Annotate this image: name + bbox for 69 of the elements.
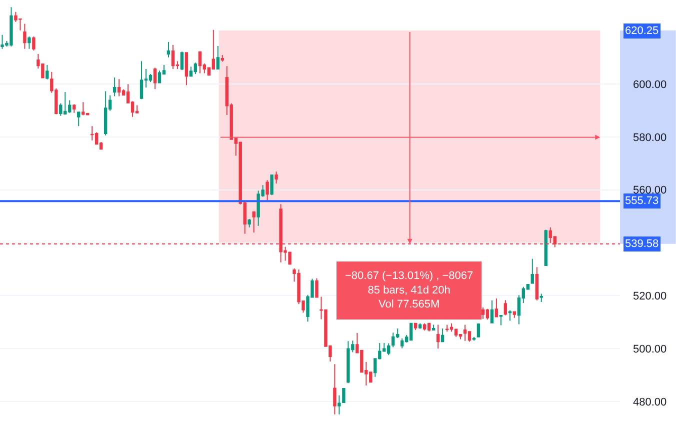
candlestick	[77, 112, 80, 127]
candlestick	[153, 67, 157, 90]
annotation: 85 bars, 41d 20h	[368, 284, 450, 296]
candlestick	[499, 314, 503, 326]
candlestick	[198, 51, 202, 74]
candlestick	[472, 336, 476, 342]
candlestick	[252, 211, 256, 233]
candlestick	[72, 104, 76, 114]
candlestick	[220, 54, 224, 62]
y-tick-label: 580.00	[633, 132, 667, 144]
candlestick	[486, 308, 490, 320]
candlestick	[315, 278, 318, 298]
candlestick	[476, 322, 480, 338]
candlestick	[409, 322, 413, 341]
candlestick	[338, 394, 341, 415]
candlestick	[400, 338, 404, 349]
candlestick	[140, 60, 144, 100]
candlestick	[535, 266, 538, 301]
candlestick	[333, 364, 336, 415]
candlestick	[184, 52, 188, 86]
candlestick	[248, 218, 251, 228]
candlestick	[166, 42, 170, 58]
candlestick	[436, 324, 440, 350]
annotation: Vol 77.565M	[378, 298, 440, 311]
candlestick	[180, 51, 184, 71]
candlestick	[508, 310, 512, 322]
candlestick	[28, 36, 31, 50]
band-label: 620.25	[625, 25, 659, 37]
candlestick	[104, 90, 108, 136]
candlestick	[189, 66, 193, 77]
candlestick	[392, 332, 395, 348]
candlestick	[90, 126, 94, 141]
candlestick	[494, 298, 498, 318]
candlestick	[504, 300, 508, 316]
candlestick	[117, 78, 121, 97]
candlestick	[544, 229, 548, 266]
candlestick	[112, 76, 116, 97]
y-tick-label: 600.00	[633, 78, 667, 91]
candlestick	[274, 171, 278, 184]
candlestick	[270, 174, 274, 196]
candlestick	[463, 324, 467, 342]
candlestick	[414, 322, 418, 331]
candlestick	[194, 62, 198, 75]
candlestick	[427, 322, 431, 332]
y-tick-label: 500.00	[633, 343, 667, 356]
candlestick	[23, 23, 26, 50]
candlestick	[440, 328, 444, 342]
candlestick	[135, 104, 139, 114]
ref-line-label: 539.58	[625, 238, 659, 250]
candlestick	[216, 46, 220, 70]
candlestick	[418, 322, 422, 330]
candlestick	[32, 36, 36, 52]
ref-line-label: 555.73	[625, 195, 659, 207]
candlestick	[530, 258, 534, 284]
candlestick	[82, 102, 85, 116]
candlestick	[432, 324, 436, 332]
y-tick-label: 520.00	[633, 290, 667, 302]
candlestick	[342, 388, 346, 403]
candlestick	[490, 300, 494, 324]
candlestick	[171, 44, 175, 70]
annotation: −80.67 (−13.01%) , −8067	[345, 270, 474, 282]
candlestick	[445, 324, 449, 332]
y-tick-label: 480.00	[633, 396, 667, 408]
candlestick	[46, 64, 49, 80]
candlestick	[266, 180, 269, 201]
candlestick	[512, 311, 516, 318]
candlestick	[481, 307, 485, 320]
candlestick	[422, 322, 426, 332]
candlestick	[540, 293, 543, 302]
